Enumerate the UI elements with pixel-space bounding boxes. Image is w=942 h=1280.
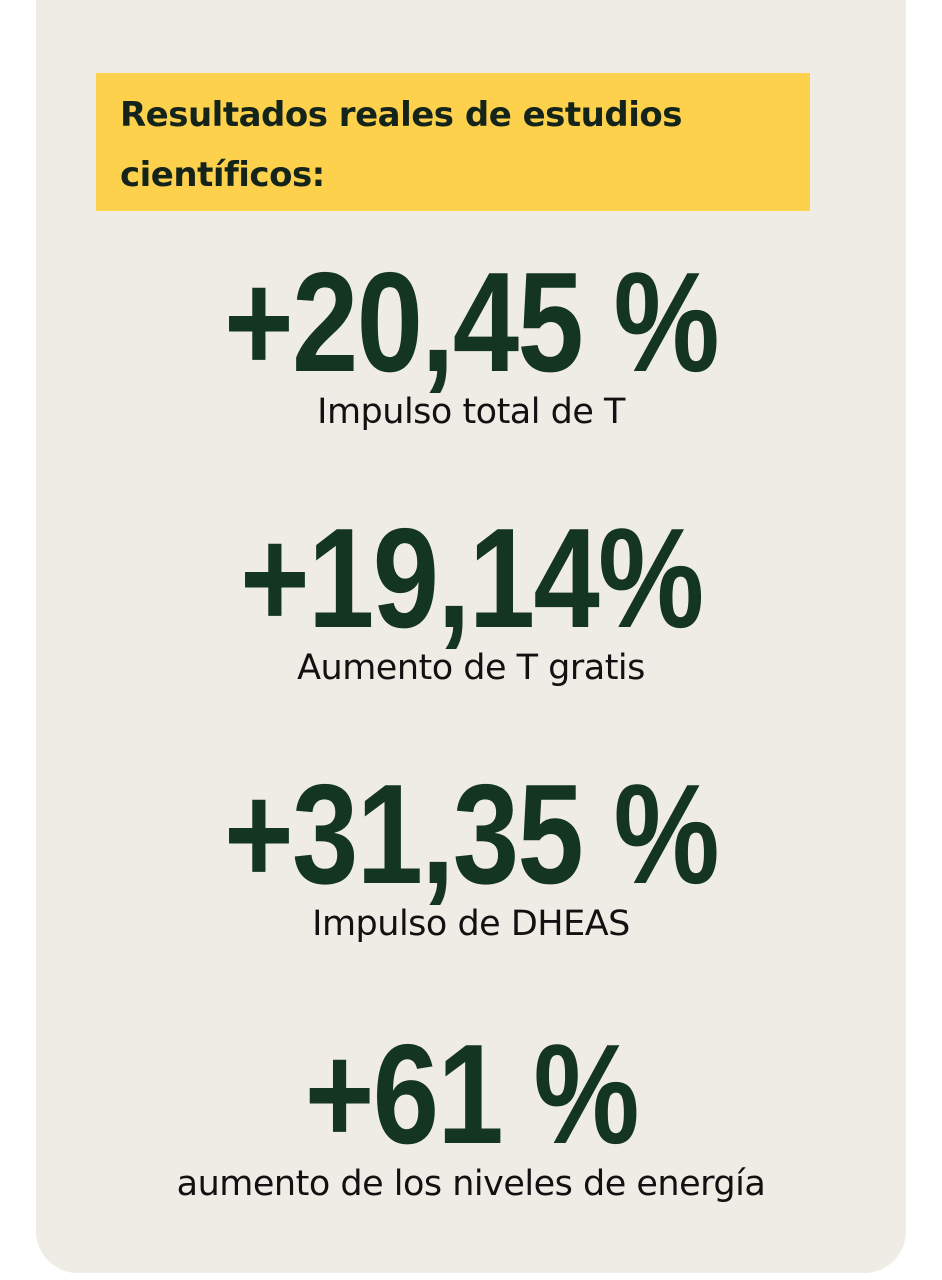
stat-energy: +61 % aumento de los niveles de energía — [36, 1024, 906, 1206]
stat-dheas: +31,35 % Impulso de DHEAS — [36, 764, 906, 946]
stat-label: Impulso de DHEAS — [312, 904, 630, 944]
heading-banner: Resultados reales de estudios científico… — [96, 73, 810, 211]
heading: Resultados reales de estudios científico… — [120, 95, 682, 195]
stat-label: Aumento de T gratis — [297, 648, 645, 688]
stat-value: +19,14% — [239, 499, 704, 658]
stat-label: Impulso total de T — [317, 392, 625, 432]
stat-value: +31,35 % — [224, 755, 720, 914]
stat-value: +61 % — [304, 1015, 639, 1174]
stat-free-t: +19,14% Aumento de T gratis — [36, 508, 906, 690]
stat-label: aumento de los niveles de energía — [176, 1164, 766, 1204]
results-card — [36, 0, 906, 1273]
stat-total-t: +20,45 % Impulso total de T — [36, 252, 906, 434]
stat-value: +20,45 % — [224, 243, 720, 402]
